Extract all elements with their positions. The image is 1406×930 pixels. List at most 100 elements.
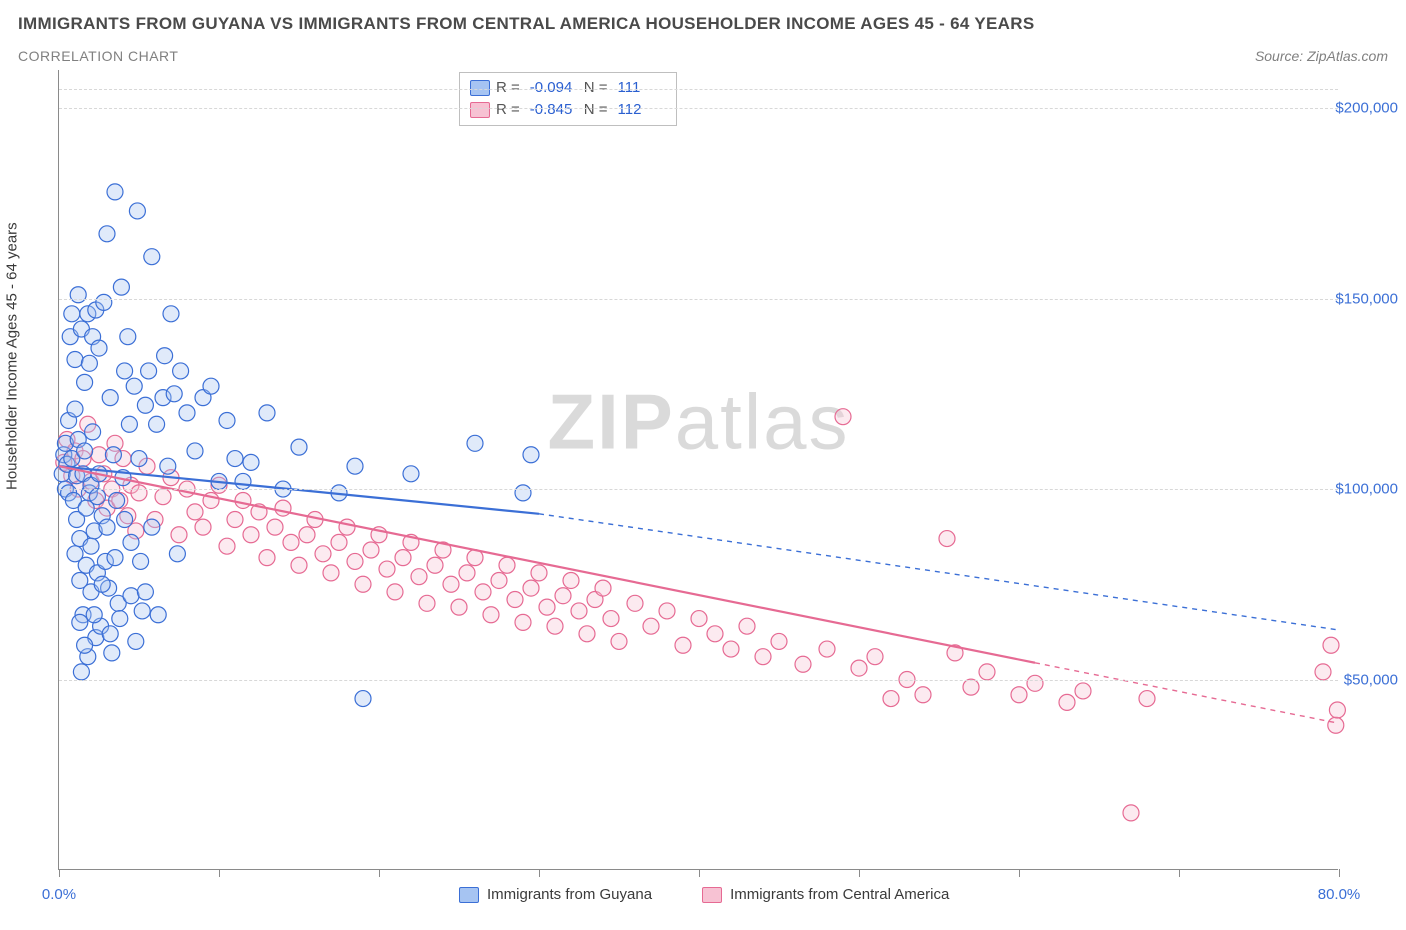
scatter-point [259, 405, 275, 421]
scatter-point [347, 458, 363, 474]
x-tick [1019, 869, 1020, 877]
scatter-point [467, 435, 483, 451]
scatter-point [659, 603, 675, 619]
scatter-point [355, 576, 371, 592]
scatter-point [141, 363, 157, 379]
scatter-point [121, 416, 137, 432]
scatter-point [64, 306, 80, 322]
scatter-point [835, 409, 851, 425]
scatter-point [291, 557, 307, 573]
y-tick-label: $200,000 [1335, 100, 1398, 117]
scatter-point [120, 329, 136, 345]
scatter-point [395, 550, 411, 566]
scatter-point [227, 512, 243, 528]
plot-area: ZIPatlas R = -0.094 N = 111 R = -0.845 N… [58, 70, 1338, 870]
scatter-point [144, 249, 160, 265]
scatter-point [723, 641, 739, 657]
scatter-point [187, 504, 203, 520]
scatter-point [795, 656, 811, 672]
scatter-point [523, 447, 539, 463]
scatter-point [267, 519, 283, 535]
scatter-point [113, 279, 129, 295]
scatter-point [643, 618, 659, 634]
scatter-point [144, 519, 160, 535]
scatter-point [443, 576, 459, 592]
scatter-point [72, 614, 88, 630]
scatter-point [227, 451, 243, 467]
scatter-point [137, 584, 153, 600]
scatter-point [67, 546, 83, 562]
scatter-point [157, 348, 173, 364]
scatter-point [89, 489, 105, 505]
scatter-point [94, 576, 110, 592]
scatter-point [419, 595, 435, 611]
scatter-point [85, 424, 101, 440]
scatter-point [755, 649, 771, 665]
x-tick [1339, 869, 1340, 877]
scatter-point [102, 626, 118, 642]
scatter-point [105, 447, 121, 463]
chart-subtitle: CORRELATION CHART [18, 48, 178, 64]
scatter-point [203, 378, 219, 394]
scatter-point [387, 584, 403, 600]
scatter-point [166, 386, 182, 402]
scatter-point [451, 599, 467, 615]
scatter-point [491, 572, 507, 588]
scatter-point [67, 352, 83, 368]
scatter-point [123, 534, 139, 550]
scatter-svg [59, 70, 1338, 869]
scatter-point [595, 580, 611, 596]
gridline [59, 489, 1338, 490]
scatter-point [1139, 691, 1155, 707]
legend-guyana-label: Immigrants from Guyana [487, 886, 652, 903]
chart-container: Householder Income Ages 45 - 64 years ZI… [18, 70, 1388, 910]
x-tick [859, 869, 860, 877]
y-tick-label: $50,000 [1344, 671, 1398, 688]
scatter-point [169, 546, 185, 562]
gridline [59, 108, 1338, 109]
scatter-point [403, 466, 419, 482]
scatter-point [77, 443, 93, 459]
scatter-point [96, 294, 112, 310]
scatter-point [163, 306, 179, 322]
scatter-point [99, 226, 115, 242]
scatter-point [109, 492, 125, 508]
scatter-point [963, 679, 979, 695]
scatter-point [579, 626, 595, 642]
scatter-point [627, 595, 643, 611]
scatter-point [131, 485, 147, 501]
scatter-point [515, 485, 531, 501]
legend-item-guyana: Immigrants from Guyana [459, 886, 652, 903]
scatter-point [1329, 702, 1345, 718]
scatter-point [515, 614, 531, 630]
scatter-point [129, 203, 145, 219]
scatter-point [67, 401, 83, 417]
legend-ca-label: Immigrants from Central America [730, 886, 949, 903]
scatter-point [160, 458, 176, 474]
scatter-point [86, 607, 102, 623]
scatter-point [979, 664, 995, 680]
y-tick-label: $100,000 [1335, 481, 1398, 498]
scatter-point [73, 664, 89, 680]
scatter-point [104, 645, 120, 661]
scatter-point [187, 443, 203, 459]
scatter-point [675, 637, 691, 653]
scatter-point [171, 527, 187, 543]
scatter-point [1123, 805, 1139, 821]
scatter-point [459, 565, 475, 581]
scatter-point [150, 607, 166, 623]
scatter-point [243, 527, 259, 543]
gridline [59, 89, 1338, 90]
scatter-point [91, 340, 107, 356]
scatter-point [1323, 637, 1339, 653]
scatter-point [235, 473, 251, 489]
scatter-point [867, 649, 883, 665]
chart-title: IMMIGRANTS FROM GUYANA VS IMMIGRANTS FRO… [18, 14, 1388, 34]
scatter-point [126, 378, 142, 394]
x-tick [379, 869, 380, 877]
scatter-point [1011, 687, 1027, 703]
scatter-point [195, 519, 211, 535]
x-tick [699, 869, 700, 877]
scatter-point [347, 553, 363, 569]
scatter-point [137, 397, 153, 413]
